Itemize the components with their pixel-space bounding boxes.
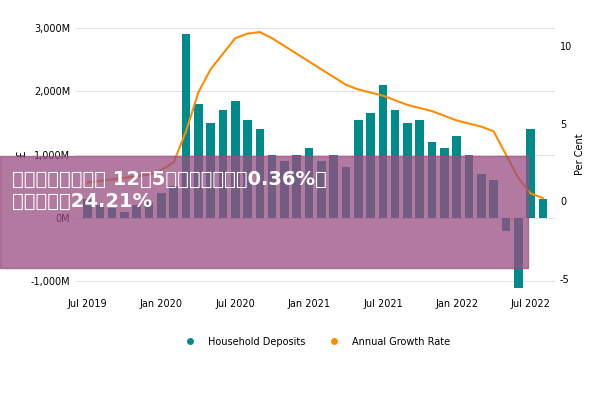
Bar: [415, 120, 424, 218]
Bar: [231, 101, 239, 218]
Bar: [280, 161, 289, 218]
Bar: [256, 129, 264, 218]
Bar: [292, 154, 301, 218]
Bar: [428, 142, 436, 218]
Bar: [83, 199, 92, 218]
Bar: [464, 154, 473, 218]
Bar: [243, 120, 252, 218]
Bar: [120, 212, 129, 218]
Bar: [514, 218, 523, 288]
Bar: [403, 123, 412, 218]
Bar: [477, 174, 485, 218]
Bar: [108, 208, 116, 218]
Bar: [489, 180, 498, 218]
Bar: [95, 205, 104, 218]
Bar: [182, 34, 190, 218]
Bar: [169, 186, 178, 218]
Bar: [206, 123, 215, 218]
Bar: [145, 202, 154, 218]
Bar: [218, 110, 227, 218]
Bar: [526, 129, 535, 218]
Bar: [194, 104, 203, 218]
Y-axis label: Per Cent: Per Cent: [575, 134, 585, 175]
Bar: [354, 120, 362, 218]
Bar: [329, 154, 338, 218]
Bar: [539, 199, 547, 218]
Bar: [317, 161, 326, 218]
Bar: [452, 136, 461, 218]
Bar: [366, 113, 375, 218]
Bar: [440, 148, 449, 218]
Text: 国内期货配资平台 12月5日密卫转债上涨0.36%，
转股溢价率24.21%: 国内期货配资平台 12月5日密卫转债上涨0.36%， 转股溢价率24.21%: [12, 170, 327, 211]
Bar: [379, 85, 387, 218]
Bar: [502, 218, 510, 231]
Legend: Household Deposits, Annual Growth Rate: Household Deposits, Annual Growth Rate: [176, 333, 454, 351]
Bar: [133, 205, 141, 218]
Y-axis label: £: £: [15, 151, 28, 158]
Bar: [305, 148, 313, 218]
Bar: [391, 110, 400, 218]
Bar: [157, 193, 166, 218]
Bar: [268, 154, 277, 218]
Bar: [341, 167, 350, 218]
